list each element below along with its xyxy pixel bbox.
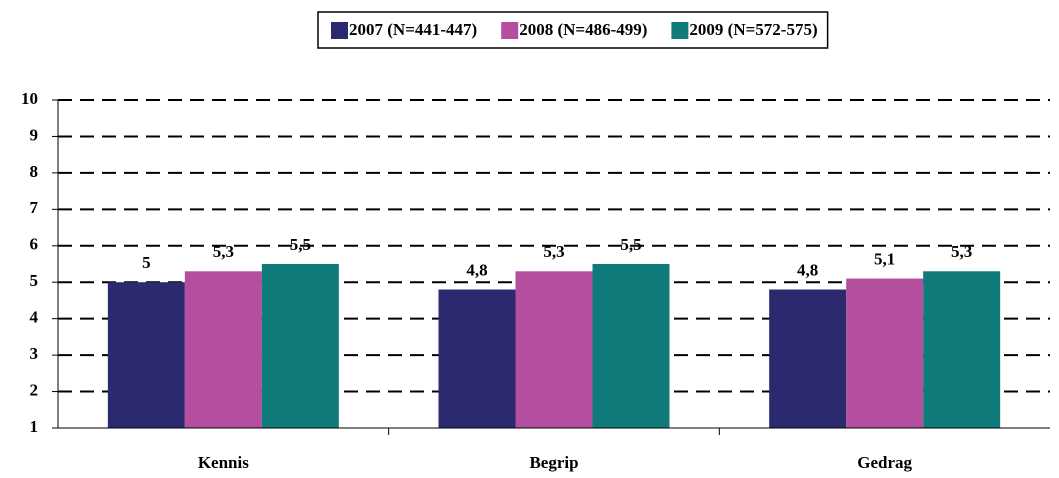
legend-label: 2007 (N=441-447): [349, 20, 477, 39]
legend-swatch: [501, 22, 519, 39]
value-label: 5,5: [620, 235, 641, 254]
value-label: 5,5: [290, 235, 311, 254]
value-label: 4,8: [466, 260, 487, 279]
x-tick-label: Kennis: [198, 453, 249, 472]
bar: [592, 264, 670, 428]
value-label: 5,1: [874, 249, 895, 268]
value-label: 5,3: [543, 242, 564, 261]
y-tick-label: 2: [30, 380, 39, 399]
y-tick-label: 6: [30, 235, 39, 254]
y-tick-label: 8: [30, 162, 39, 181]
bar: [184, 271, 262, 428]
y-tick-label: 5: [30, 271, 39, 290]
y-tick-label: 4: [30, 308, 39, 327]
bar: [923, 271, 1001, 428]
legend-swatch: [331, 22, 348, 39]
value-label: 4,8: [797, 260, 818, 279]
legend-box: [317, 11, 829, 49]
x-tick-label: Gedrag: [857, 453, 912, 472]
y-tick-label: 1: [30, 417, 39, 436]
bar: [846, 278, 924, 428]
y-tick-label: 10: [21, 89, 38, 108]
y-tick-label: 3: [30, 344, 39, 363]
value-label: 5,3: [951, 242, 972, 261]
bar: [515, 271, 593, 428]
value-label: 5,3: [213, 242, 234, 261]
bar: [769, 289, 847, 428]
bar: [107, 282, 185, 428]
x-tick-label: Begrip: [529, 453, 578, 472]
legend-swatch: [671, 22, 689, 39]
bar: [261, 264, 339, 428]
y-tick-label: 7: [30, 198, 39, 217]
legend-label: 2008 (N=486-499): [519, 20, 647, 39]
bar: [438, 289, 516, 428]
value-label: 5: [142, 253, 151, 272]
y-tick-label: 9: [30, 125, 39, 144]
legend-label: 2009 (N=572-575): [689, 20, 817, 39]
